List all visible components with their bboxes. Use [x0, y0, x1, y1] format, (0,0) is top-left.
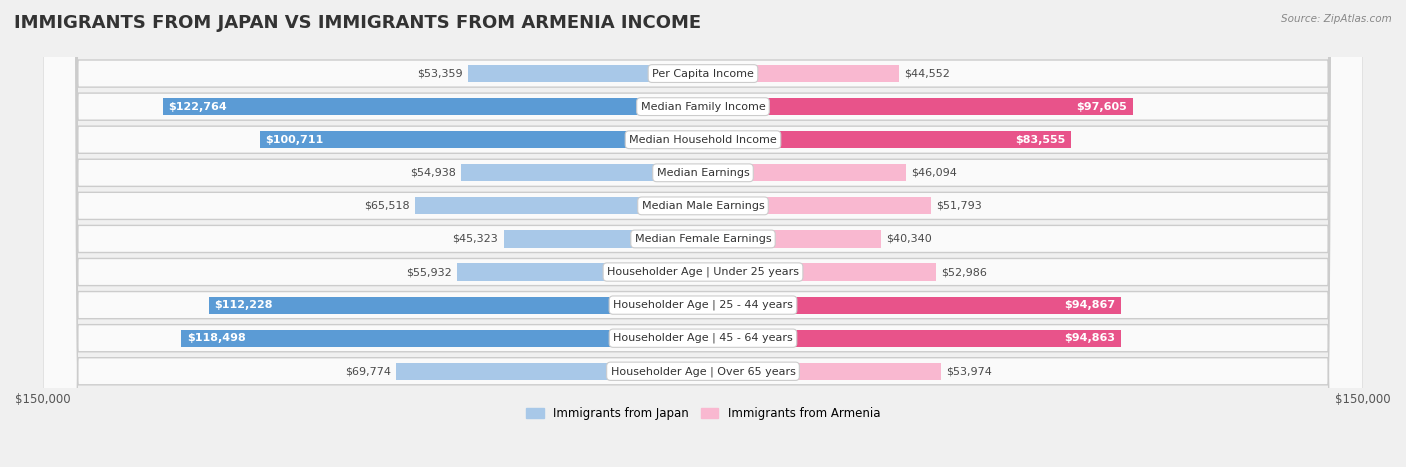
Bar	[415, 197, 703, 214]
Text: Source: ZipAtlas.com: Source: ZipAtlas.com	[1281, 14, 1392, 24]
Bar	[703, 65, 898, 82]
FancyBboxPatch shape	[42, 0, 1364, 467]
Text: $46,094: $46,094	[911, 168, 957, 178]
Bar	[163, 98, 703, 115]
Text: $45,323: $45,323	[453, 234, 498, 244]
Bar	[468, 65, 703, 82]
Bar	[703, 98, 1133, 115]
Text: $52,986: $52,986	[942, 267, 987, 277]
Text: $83,555: $83,555	[1015, 134, 1066, 145]
Text: Householder Age | 25 - 44 years: Householder Age | 25 - 44 years	[613, 300, 793, 311]
Bar	[703, 230, 880, 248]
Legend: Immigrants from Japan, Immigrants from Armenia: Immigrants from Japan, Immigrants from A…	[522, 403, 884, 425]
Text: $94,867: $94,867	[1064, 300, 1115, 310]
Text: $40,340: $40,340	[886, 234, 932, 244]
Text: Median Earnings: Median Earnings	[657, 168, 749, 178]
Text: $118,498: $118,498	[187, 333, 246, 343]
FancyBboxPatch shape	[42, 0, 1364, 467]
Text: Householder Age | Over 65 years: Householder Age | Over 65 years	[610, 366, 796, 376]
Bar	[209, 297, 703, 314]
Bar	[703, 363, 941, 380]
FancyBboxPatch shape	[42, 0, 1364, 467]
FancyBboxPatch shape	[42, 0, 1364, 467]
Bar	[181, 330, 703, 347]
Text: $53,974: $53,974	[946, 366, 991, 376]
Text: $94,863: $94,863	[1064, 333, 1115, 343]
Text: $53,359: $53,359	[418, 69, 463, 78]
Text: $51,793: $51,793	[936, 201, 981, 211]
Text: $112,228: $112,228	[214, 300, 273, 310]
Text: $54,938: $54,938	[411, 168, 456, 178]
Text: Householder Age | 45 - 64 years: Householder Age | 45 - 64 years	[613, 333, 793, 343]
Bar	[703, 197, 931, 214]
Text: $44,552: $44,552	[904, 69, 950, 78]
Bar	[703, 297, 1121, 314]
Bar	[461, 164, 703, 181]
FancyBboxPatch shape	[42, 0, 1364, 467]
Text: $97,605: $97,605	[1077, 102, 1128, 112]
FancyBboxPatch shape	[42, 0, 1364, 467]
Text: $65,518: $65,518	[364, 201, 409, 211]
Text: Median Female Earnings: Median Female Earnings	[634, 234, 772, 244]
FancyBboxPatch shape	[42, 0, 1364, 467]
Text: Householder Age | Under 25 years: Householder Age | Under 25 years	[607, 267, 799, 277]
Bar	[703, 330, 1121, 347]
FancyBboxPatch shape	[42, 0, 1364, 467]
Bar	[503, 230, 703, 248]
FancyBboxPatch shape	[42, 0, 1364, 467]
Text: Median Household Income: Median Household Income	[628, 134, 778, 145]
Text: $122,764: $122,764	[167, 102, 226, 112]
Bar	[457, 263, 703, 281]
Text: $69,774: $69,774	[344, 366, 391, 376]
Bar	[703, 263, 936, 281]
Text: Median Family Income: Median Family Income	[641, 102, 765, 112]
Text: Median Male Earnings: Median Male Earnings	[641, 201, 765, 211]
Bar	[260, 131, 703, 149]
Bar	[703, 164, 905, 181]
FancyBboxPatch shape	[42, 0, 1364, 467]
Text: IMMIGRANTS FROM JAPAN VS IMMIGRANTS FROM ARMENIA INCOME: IMMIGRANTS FROM JAPAN VS IMMIGRANTS FROM…	[14, 14, 702, 32]
Text: $100,711: $100,711	[264, 134, 323, 145]
Text: $55,932: $55,932	[406, 267, 451, 277]
Bar	[396, 363, 703, 380]
Text: Per Capita Income: Per Capita Income	[652, 69, 754, 78]
Bar	[703, 131, 1071, 149]
